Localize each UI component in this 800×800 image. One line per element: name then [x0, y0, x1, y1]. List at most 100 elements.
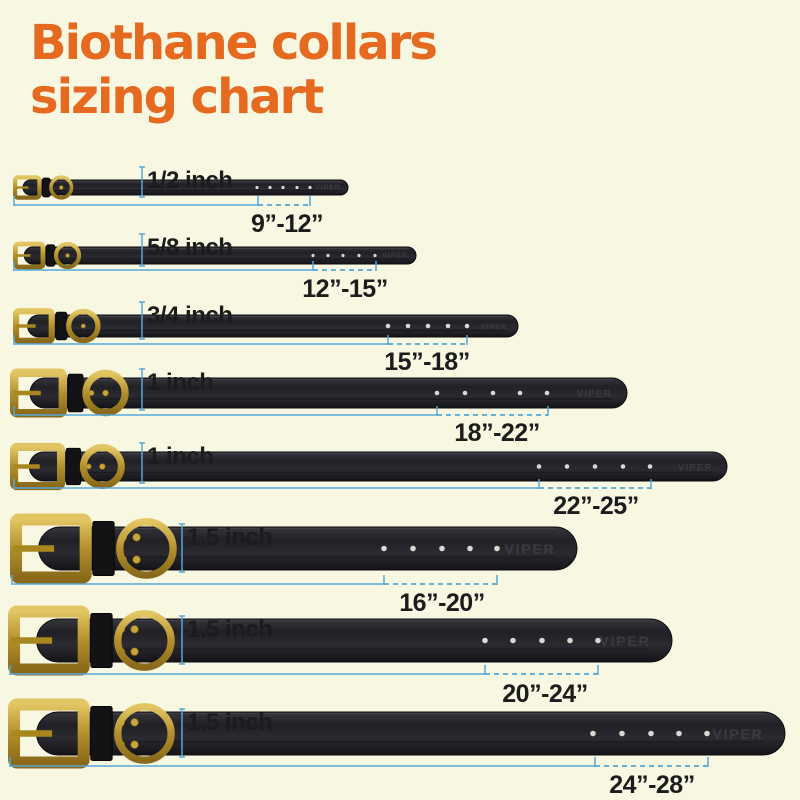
collar-hole — [482, 637, 488, 644]
collar-hole — [326, 253, 330, 258]
width-label: 1 inch — [147, 443, 213, 470]
collar-hole — [590, 730, 596, 737]
keeper — [65, 447, 81, 486]
collar-hole — [385, 323, 391, 329]
rivet — [58, 185, 64, 190]
collar-hole — [425, 323, 431, 329]
collar-hole — [311, 253, 315, 258]
collar-row: VIPER 5/8 inch 12”-15” — [13, 233, 417, 303]
keeper — [92, 521, 115, 576]
width-label: 1.5 inch — [187, 709, 272, 736]
collar-row: VIPER 1.5 inch 16”-20” — [10, 513, 578, 617]
collar-hole — [619, 730, 625, 737]
brand-text: VIPER — [315, 184, 340, 191]
keeper — [90, 613, 113, 668]
keeper — [67, 373, 84, 413]
size-range-label: 24”-28” — [609, 771, 694, 799]
collar-hole — [467, 545, 473, 552]
collar-hole — [647, 464, 653, 469]
rivet — [130, 647, 139, 656]
rivet — [132, 555, 141, 564]
collar-hole — [567, 637, 573, 644]
collar-hole — [255, 185, 259, 190]
collar-hole — [620, 464, 626, 469]
collar-hole — [308, 185, 312, 190]
collar-hole — [536, 464, 542, 469]
collar-row: VIPER 1.5 inch 20”-24” — [8, 605, 673, 708]
collar-row: VIPER 1/2 inch 9”-12” — [13, 166, 349, 238]
collar-hole — [564, 464, 570, 469]
collar-hole — [410, 545, 416, 552]
collar-hole — [445, 323, 451, 329]
width-label: 3/4 inch — [147, 302, 232, 329]
size-range-label: 15”-18” — [384, 348, 469, 376]
collar-hole — [439, 545, 445, 552]
width-label: 1 inch — [147, 369, 213, 396]
brand-text: VIPER — [481, 322, 507, 331]
brand-text: VIPER — [382, 253, 407, 260]
collar-strap — [36, 618, 673, 663]
collar-hole — [373, 253, 377, 258]
size-range-label: 22”-25” — [553, 492, 638, 520]
size-range-label: 9”-12” — [251, 210, 323, 238]
rivet — [102, 389, 109, 397]
collar-hole — [676, 730, 682, 737]
o-ring-icon — [66, 308, 101, 344]
collar-hole — [464, 323, 470, 329]
page-title-line2: sizing chart — [30, 69, 324, 126]
width-label: 1/2 inch — [147, 167, 232, 194]
collar-hole — [704, 730, 710, 737]
width-label: 5/8 inch — [147, 234, 232, 261]
o-ring-icon — [53, 241, 82, 270]
keeper — [45, 244, 56, 267]
collar-strap — [27, 314, 519, 338]
rivet — [130, 718, 139, 727]
collar-row: VIPER 1 inch 22”-25” — [10, 442, 728, 520]
rivet — [65, 253, 70, 258]
collar-hole — [381, 545, 387, 552]
brand-text: VIPER — [678, 462, 712, 473]
o-ring-icon — [49, 175, 74, 200]
rivet — [132, 533, 141, 542]
collar-hole — [592, 464, 598, 469]
collar-row: VIPER 1 inch 18”-22” — [9, 368, 628, 447]
brand-text: VIPER — [599, 634, 650, 650]
collar-hole — [357, 253, 361, 258]
width-label: 1.5 inch — [187, 524, 272, 551]
d-ring-icon — [114, 610, 175, 671]
collar-hole — [517, 390, 523, 396]
size-range-label: 18”-22” — [454, 419, 539, 447]
collar-hole — [494, 545, 500, 552]
d-ring-icon — [114, 703, 175, 764]
collar-hole — [281, 185, 285, 190]
brand-text: VIPER — [712, 727, 763, 743]
o-ring-icon — [82, 369, 129, 417]
collar-hole — [595, 637, 601, 644]
collar-hole — [462, 390, 468, 396]
collar-hole — [295, 185, 299, 190]
rivet — [130, 625, 139, 634]
size-range-label: 20”-24” — [502, 680, 587, 708]
keeper — [55, 311, 68, 341]
collar-hole — [510, 637, 516, 644]
collar-hole — [405, 323, 411, 329]
o-ring-icon — [79, 444, 125, 489]
collar-hole — [539, 637, 545, 644]
brand-text: VIPER — [576, 389, 612, 400]
rivet — [130, 740, 139, 749]
keeper — [90, 706, 113, 761]
page-title-line1: Biothane collars — [30, 15, 438, 71]
collar-hole — [490, 390, 496, 396]
collar-strap — [36, 711, 786, 756]
collar-hole — [544, 390, 550, 396]
rivet — [99, 463, 106, 470]
collar-hole — [648, 730, 654, 737]
keeper — [42, 177, 51, 198]
collar-hole — [341, 253, 345, 258]
collar-hole — [268, 185, 272, 190]
d-ring-icon — [116, 518, 177, 579]
collar-row: VIPER 3/4 inch 15”-18” — [12, 301, 519, 376]
width-label: 1.5 inch — [187, 616, 272, 643]
